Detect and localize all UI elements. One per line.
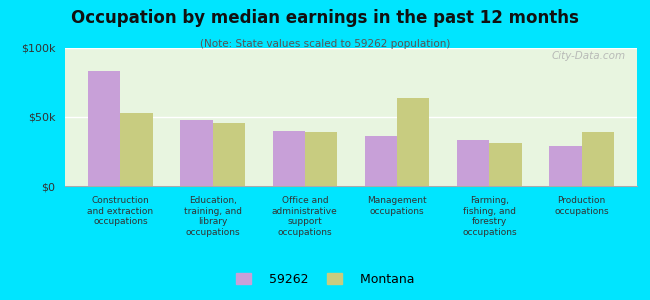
Text: Occupation by median earnings in the past 12 months: Occupation by median earnings in the pas… (71, 9, 579, 27)
Bar (365, 136, 397, 186)
Bar (582, 132, 614, 186)
Bar (180, 120, 213, 186)
Bar (397, 98, 430, 186)
Bar (120, 113, 153, 186)
Text: (Note: State values scaled to 59262 population): (Note: State values scaled to 59262 popu… (200, 39, 450, 49)
Text: City-Data.com: City-Data.com (551, 51, 625, 61)
Bar (213, 122, 245, 186)
Bar (489, 143, 522, 186)
Bar (457, 140, 489, 186)
Bar (305, 132, 337, 186)
Bar (549, 146, 582, 186)
Legend:   59262,   Montana: 59262, Montana (231, 268, 419, 291)
Bar (272, 131, 305, 186)
Bar (88, 71, 120, 186)
